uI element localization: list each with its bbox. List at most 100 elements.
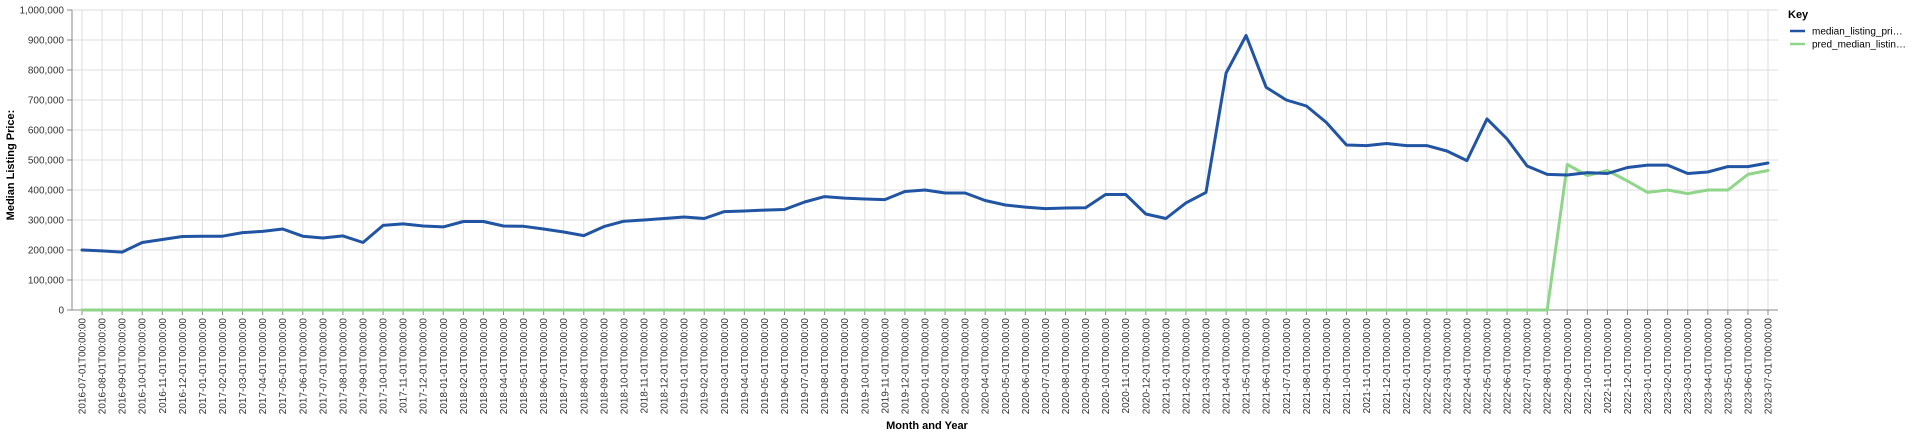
x-tick-label: 2022-02-01T00:00:00 (1422, 318, 1433, 415)
x-tick-label: 2017-01-01T00:00:00 (198, 318, 209, 415)
series-line-1 (80, 163, 1770, 312)
x-tick-label: 2023-05-01T00:00:00 (1723, 318, 1734, 415)
x-tick-label: 2023-04-01T00:00:00 (1703, 318, 1714, 415)
x-tick-label: 2018-05-01T00:00:00 (519, 318, 530, 415)
x-tick-label: 2018-04-01T00:00:00 (499, 318, 510, 415)
x-tick-label: 2020-04-01T00:00:00 (981, 318, 992, 415)
y-tick-label: 900,000 (28, 36, 65, 47)
x-tick-label: 2021-03-01T00:00:00 (1202, 318, 1213, 415)
x-tick-label: 2017-06-01T00:00:00 (298, 318, 309, 415)
x-tick-label: 2021-08-01T00:00:00 (1302, 318, 1313, 415)
y-tick-label: 600,000 (28, 126, 65, 137)
x-tick-label: 2021-06-01T00:00:00 (1262, 318, 1273, 415)
x-tick-label: 2023-02-01T00:00:00 (1663, 318, 1674, 415)
x-tick-label: 2020-10-01T00:00:00 (1101, 318, 1112, 415)
x-tick-label: 2020-02-01T00:00:00 (941, 318, 952, 415)
x-tick-label: 2022-01-01T00:00:00 (1402, 318, 1413, 415)
y-tick-label: 500,000 (28, 156, 65, 167)
y-tick-label: 700,000 (28, 96, 65, 107)
x-tick-label: 2017-08-01T00:00:00 (338, 318, 349, 415)
x-tick-label: 2017-12-01T00:00:00 (419, 318, 430, 415)
x-tick-label: 2016-07-01T00:00:00 (78, 318, 89, 415)
x-tick-label: 2021-05-01T00:00:00 (1242, 318, 1253, 415)
series-layer (80, 34, 1770, 312)
x-tick-label: 2019-10-01T00:00:00 (860, 318, 871, 415)
legend-items: median_listing_pri… pred_median_listin… (1790, 27, 1906, 51)
x-tick-label: 2021-04-01T00:00:00 (1222, 318, 1233, 415)
x-tick-label: 2019-02-01T00:00:00 (700, 318, 711, 415)
legend-label-1: pred_median_listin… (1812, 40, 1906, 51)
x-tick-label: 2020-06-01T00:00:00 (1021, 318, 1032, 415)
y-tick-label: 400,000 (28, 186, 65, 197)
x-tick-label: 2018-08-01T00:00:00 (579, 318, 590, 415)
y-tick-label: 800,000 (28, 66, 65, 77)
x-tick-label: 2016-08-01T00:00:00 (98, 318, 109, 415)
x-tick-label: 2019-04-01T00:00:00 (740, 318, 751, 415)
y-tick-label: 1,000,000 (20, 6, 65, 17)
grid-layer (72, 9, 1778, 311)
x-tick-label: 2022-04-01T00:00:00 (1462, 318, 1473, 415)
x-tick-label: 2018-03-01T00:00:00 (479, 318, 490, 415)
x-tick-label: 2023-01-01T00:00:00 (1643, 318, 1654, 415)
x-tick-label: 2019-03-01T00:00:00 (720, 318, 731, 415)
x-tick-label: 2022-08-01T00:00:00 (1543, 318, 1554, 415)
x-tick-label: 2021-10-01T00:00:00 (1342, 318, 1353, 415)
x-tick-label: 2020-03-01T00:00:00 (961, 318, 972, 415)
x-tick-label: 2019-07-01T00:00:00 (800, 318, 811, 415)
y-tick-label: 0 (58, 306, 64, 317)
x-axis-title: Month and Year (886, 420, 968, 432)
y-tick-label: 200,000 (28, 246, 65, 257)
x-tick-label: 2020-09-01T00:00:00 (1081, 318, 1092, 415)
x-tick-label: 2020-01-01T00:00:00 (921, 318, 932, 415)
x-tick-label: 2019-08-01T00:00:00 (820, 318, 831, 415)
x-tick-label: 2022-06-01T00:00:00 (1503, 318, 1514, 415)
x-tick-label: 2018-02-01T00:00:00 (459, 318, 470, 415)
x-tick-label: 2022-10-01T00:00:00 (1583, 318, 1594, 415)
x-tick-label: 2022-11-01T00:00:00 (1603, 318, 1614, 414)
x-tick-label: 2019-05-01T00:00:00 (760, 318, 771, 415)
x-tick-label: 2017-11-01T00:00:00 (399, 318, 410, 414)
x-tick-label: 2019-01-01T00:00:00 (680, 318, 691, 415)
x-tick-label: 2016-10-01T00:00:00 (138, 318, 149, 415)
x-tick-label: 2023-07-01T00:00:00 (1764, 318, 1775, 415)
y-tick-label: 100,000 (28, 276, 65, 287)
legend-title: Key (1788, 9, 1809, 21)
x-tick-label: 2022-07-01T00:00:00 (1523, 318, 1534, 415)
x-tick-label: 2020-11-01T00:00:00 (1121, 318, 1132, 414)
x-tick-label: 2017-10-01T00:00:00 (379, 318, 390, 415)
x-tick-label: 2021-02-01T00:00:00 (1181, 318, 1192, 415)
x-tick-label: 2018-12-01T00:00:00 (660, 318, 671, 415)
x-tick-label: 2018-11-01T00:00:00 (640, 318, 651, 414)
x-tick-label: 2020-12-01T00:00:00 (1141, 318, 1152, 415)
y-axis-title: Median Listing Price: (5, 110, 17, 221)
x-tick-label: 2022-09-01T00:00:00 (1563, 318, 1574, 415)
x-tick-label: 2022-12-01T00:00:00 (1623, 318, 1634, 415)
x-tick-label: 2016-09-01T00:00:00 (118, 318, 129, 415)
x-tick-label: 2020-05-01T00:00:00 (1001, 318, 1012, 415)
legend-label-0: median_listing_pri… (1812, 27, 1903, 38)
x-tick-label: 2019-06-01T00:00:00 (780, 318, 791, 415)
x-tick-label: 2016-12-01T00:00:00 (178, 318, 189, 415)
x-tick-label: 2019-09-01T00:00:00 (840, 318, 851, 415)
x-tick-label: 2022-03-01T00:00:00 (1442, 318, 1453, 415)
x-tick-label: 2023-03-01T00:00:00 (1683, 318, 1694, 415)
x-tick-label: 2017-05-01T00:00:00 (278, 318, 289, 415)
x-tick-label: 2018-06-01T00:00:00 (539, 318, 550, 415)
x-tick-label: 2023-06-01T00:00:00 (1743, 318, 1754, 415)
x-tick-label: 2018-10-01T00:00:00 (619, 318, 630, 415)
x-tick-label: 2017-09-01T00:00:00 (359, 318, 370, 415)
x-tick-label: 2018-07-01T00:00:00 (559, 318, 570, 415)
x-tick-label: 2016-11-01T00:00:00 (158, 318, 169, 414)
y-tick-label: 300,000 (28, 216, 65, 227)
x-tick-label: 2021-01-01T00:00:00 (1161, 318, 1172, 415)
x-tick-label: 2017-07-01T00:00:00 (318, 318, 329, 415)
x-tick-label: 2017-02-01T00:00:00 (218, 318, 229, 415)
x-tick-label: 2019-12-01T00:00:00 (900, 318, 911, 415)
x-tick-label: 2017-03-01T00:00:00 (238, 318, 249, 415)
x-tick-label: 2019-11-01T00:00:00 (880, 318, 891, 414)
x-tick-label: 2021-12-01T00:00:00 (1382, 318, 1393, 415)
axis-layer: 0 100,000 200,000 300,000 400,000 500,000 600,… (20, 6, 1778, 415)
x-tick-label: 2021-09-01T00:00:00 (1322, 318, 1333, 415)
x-tick-label: 2020-07-01T00:00:00 (1041, 318, 1052, 415)
